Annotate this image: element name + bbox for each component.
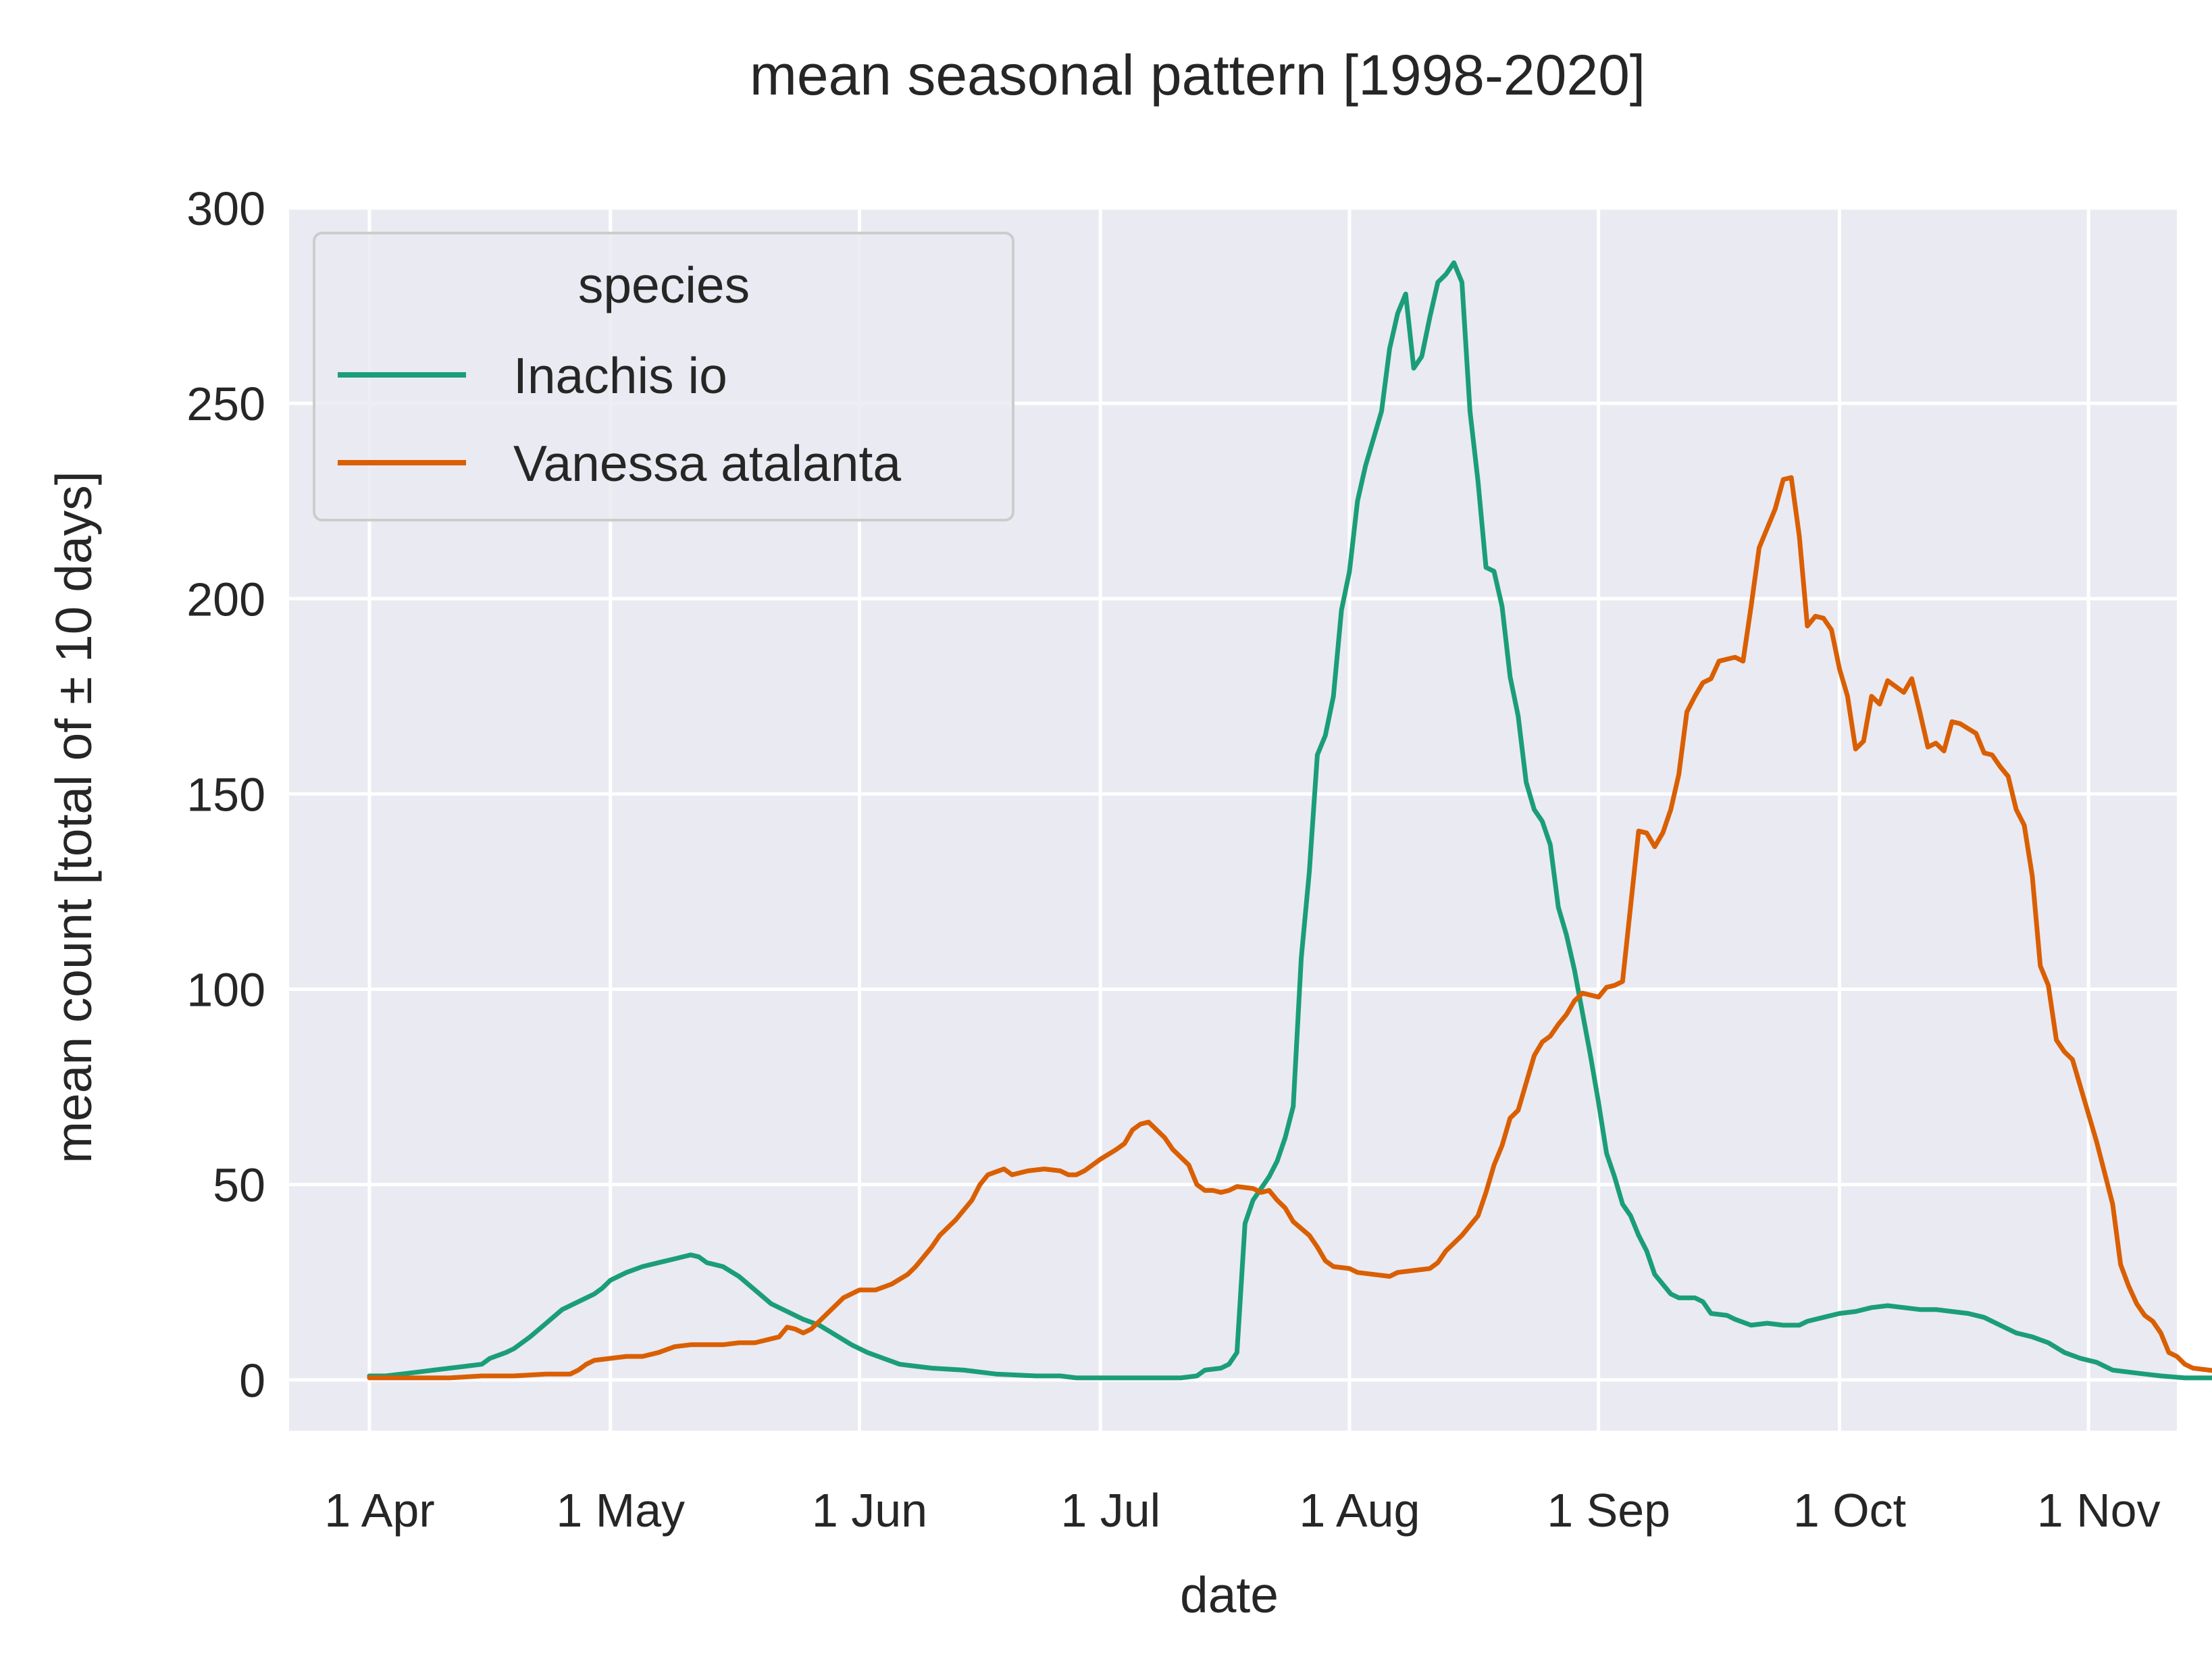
x-tick-label-1-apr: 1 Apr [324, 1484, 434, 1537]
legend-title: species [578, 257, 750, 313]
y-tick-label-200: 200 [186, 573, 265, 625]
x-tick-label-1-may: 1 May [556, 1484, 685, 1537]
y-tick-label-250: 250 [186, 378, 265, 430]
y-tick-label-50: 50 [213, 1159, 265, 1212]
y-tick-label-150: 150 [186, 768, 265, 821]
legend-label-vanessa-atalanta: Vanessa atalanta [513, 435, 901, 492]
x-tick-labels: 1 Apr 1 May 1 Jun 1 Jul 1 Aug 1 Sep 1 Oct 1 Nov [324, 1484, 2160, 1537]
legend: species Inachis io Vanessa atalanta [313, 232, 1014, 521]
x-tick-label-1-sep: 1 Sep [1547, 1484, 1670, 1537]
series-line-inachis-io [367, 260, 2212, 1381]
legend-label-inachis-io: Inachis io [513, 347, 727, 404]
x-tick-label-1-jun: 1 Jun [812, 1484, 927, 1537]
x-tick-label-1-jul: 1 Jul [1060, 1484, 1160, 1537]
x-tick-label-1-nov: 1 Nov [2037, 1484, 2161, 1537]
y-tick-label-100: 100 [186, 964, 265, 1017]
x-tick-label-1-oct: 1 Oct [1793, 1484, 1906, 1537]
y-tick-label-300: 300 [186, 182, 265, 235]
legend-box [313, 232, 1014, 521]
y-tick-labels: 0 50 100 150 200 250 300 [186, 182, 265, 1407]
series-line-vanessa-atalanta [367, 475, 2212, 1381]
y-tick-label-0: 0 [239, 1354, 265, 1407]
chart-title: mean seasonal pattern [1998-2020] [750, 43, 1645, 107]
y-axis-label: mean count [total of ± 10 days] [45, 471, 102, 1163]
x-tick-label-1-aug: 1 Aug [1299, 1484, 1420, 1537]
series-lines [367, 260, 2212, 1381]
x-axis-label: date [1180, 1566, 1279, 1623]
